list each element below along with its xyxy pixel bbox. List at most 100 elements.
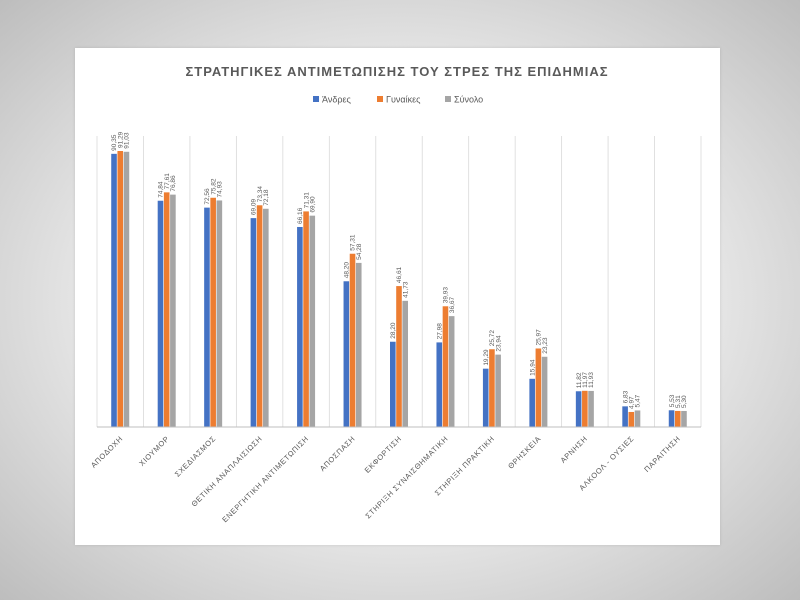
bar-0-8 <box>482 368 489 427</box>
bar-0-0 <box>111 153 117 428</box>
legend-swatch-0 <box>313 96 319 102</box>
category-label-12: ΠΑΡΑΙΤΗΣΗ <box>642 434 682 474</box>
bar-0-5 <box>343 281 350 427</box>
value-label-2-5: 54,28 <box>356 243 363 260</box>
value-label-1-7: 39,93 <box>443 287 450 304</box>
value-label-1-9: 25,97 <box>536 329 543 346</box>
value-label-1-6: 46,61 <box>396 266 403 283</box>
value-label-0-2: 72,56 <box>204 188 211 205</box>
bar-2-0 <box>123 151 130 427</box>
value-label-1-5: 57,31 <box>350 234 357 251</box>
value-label-0-7: 27,98 <box>436 323 443 340</box>
value-label-1-10: 11,97 <box>582 372 589 388</box>
value-label-2-2: 74,93 <box>217 181 224 198</box>
bar-1-5 <box>349 253 356 427</box>
value-label-1-1: 77,61 <box>164 173 171 190</box>
value-label-1-11: 4,97 <box>629 396 636 409</box>
bar-0-7 <box>436 342 443 427</box>
bar-1-0 <box>117 151 124 427</box>
bar-2-7 <box>448 316 455 427</box>
category-label-9: ΘΡΗΣΚΕΙΑ <box>506 434 543 471</box>
bar-1-2 <box>210 197 216 427</box>
bar-0-6 <box>390 341 396 427</box>
value-label-1-0: 91,29 <box>117 131 124 148</box>
value-label-0-5: 48,20 <box>344 262 351 279</box>
category-label-6: ΕΚΦΟΡΤΙΣΗ <box>363 434 404 475</box>
bar-2-2 <box>216 200 223 427</box>
category-label-4: ΕΝΕΡΓΗΤΙΚΗ ΑΝΤΙΜΕΤΩΠΙΣΗ <box>220 434 310 524</box>
bar-2-4 <box>309 215 316 427</box>
bar-0-3 <box>250 218 257 427</box>
bar-1-1 <box>163 192 170 427</box>
bar-2-6 <box>402 300 408 427</box>
legend-label-0: Άνδρες <box>322 95 351 105</box>
bar-0-12 <box>668 410 675 427</box>
bar-1-9 <box>535 348 542 427</box>
bar-1-4 <box>303 211 309 427</box>
category-label-1: ΧΙΟΥΜΟΡ <box>137 434 171 468</box>
value-label-2-11: 5,47 <box>635 394 642 407</box>
category-label-7: ΣΤΗΡΙΞΗ ΣΥΝΑΙΣΘΗΜΑΤΙΚΗ <box>364 434 450 520</box>
bar-2-10 <box>588 390 594 427</box>
chart-card: ΣΤΡΑΤΗΓΙΚΕΣ ΑΝΤΙΜΕΤΩΠΙΣΗΣ ΤΟΥ ΣΤΡΕΣ ΤΗΣ … <box>75 48 720 545</box>
legend-label-1: Γυναίκες <box>386 95 421 105</box>
bar-1-12 <box>674 410 681 427</box>
category-label-10: ΑΡΝΗΣΗ <box>559 434 590 465</box>
bar-1-10 <box>582 390 588 427</box>
bar-2-11 <box>634 410 641 427</box>
value-label-2-9: 23,23 <box>542 337 549 354</box>
value-label-0-6: 28,20 <box>390 322 397 339</box>
value-label-2-4: 69,90 <box>309 196 316 213</box>
value-label-1-2: 75,82 <box>210 178 217 195</box>
value-label-0-9: 15,94 <box>529 359 536 376</box>
value-label-0-0: 90,35 <box>111 134 118 151</box>
value-label-1-3: 73,34 <box>257 186 264 203</box>
value-label-2-8: 23,94 <box>495 335 502 352</box>
bar-2-12 <box>681 410 687 427</box>
chart-gridlines <box>96 136 702 427</box>
legend-label-2: Σύνολο <box>454 95 483 105</box>
value-label-0-11: 6,83 <box>622 390 629 403</box>
bar-1-11 <box>628 411 635 427</box>
bar-0-2 <box>204 207 210 427</box>
bar-1-3 <box>256 205 263 427</box>
value-label-0-1: 74,84 <box>158 181 165 198</box>
category-label-5: ΑΠΟΣΠΑΣΗ <box>318 434 357 473</box>
value-label-0-10: 11,82 <box>576 372 583 388</box>
value-label-1-4: 71,31 <box>303 192 310 209</box>
bar-chart: ΣΤΡΑΤΗΓΙΚΕΣ ΑΝΤΙΜΕΤΩΠΙΣΗΣ ΤΟΥ ΣΤΡΕΣ ΤΗΣ … <box>89 64 702 524</box>
value-label-0-8: 19,29 <box>483 349 490 366</box>
chart-bars <box>111 151 687 428</box>
bar-0-9 <box>529 378 535 427</box>
category-label-0: ΑΠΟΔΟΧΗ <box>89 434 125 470</box>
category-label-2: ΣΧΕΔΙΑΣΜΟΣ <box>173 434 218 479</box>
legend-swatch-2 <box>445 96 451 102</box>
value-label-0-12: 5,53 <box>669 394 676 407</box>
bar-1-7 <box>442 306 449 427</box>
value-label-2-1: 76,86 <box>170 175 177 192</box>
bar-2-9 <box>541 356 548 427</box>
bar-2-8 <box>495 354 501 427</box>
value-label-2-0: 91,03 <box>124 132 131 149</box>
chart-legend: Άνδρες Γυναίκες Σύνολο <box>313 95 483 105</box>
value-label-0-3: 69,09 <box>251 198 258 215</box>
value-label-1-8: 25,72 <box>489 330 496 347</box>
value-label-0-4: 66,16 <box>297 207 304 224</box>
value-label-1-12: 5,31 <box>675 395 682 408</box>
bar-0-11 <box>622 406 628 427</box>
bar-2-3 <box>263 208 269 427</box>
value-label-2-10: 11,93 <box>588 372 595 388</box>
bar-1-8 <box>489 349 495 427</box>
bar-0-10 <box>575 391 582 427</box>
value-label-2-6: 41,73 <box>402 281 409 298</box>
value-label-2-7: 36,67 <box>449 296 456 313</box>
chart-title: ΣΤΡΑΤΗΓΙΚΕΣ ΑΝΤΙΜΕΤΩΠΙΣΗΣ ΤΟΥ ΣΤΡΕΣ ΤΗΣ … <box>185 64 608 79</box>
legend-swatch-1 <box>377 96 383 102</box>
bar-2-1 <box>170 194 176 427</box>
value-label-2-3: 72,18 <box>263 189 270 206</box>
bar-2-5 <box>355 262 362 427</box>
bar-0-4 <box>297 226 303 427</box>
bar-1-6 <box>396 286 402 427</box>
